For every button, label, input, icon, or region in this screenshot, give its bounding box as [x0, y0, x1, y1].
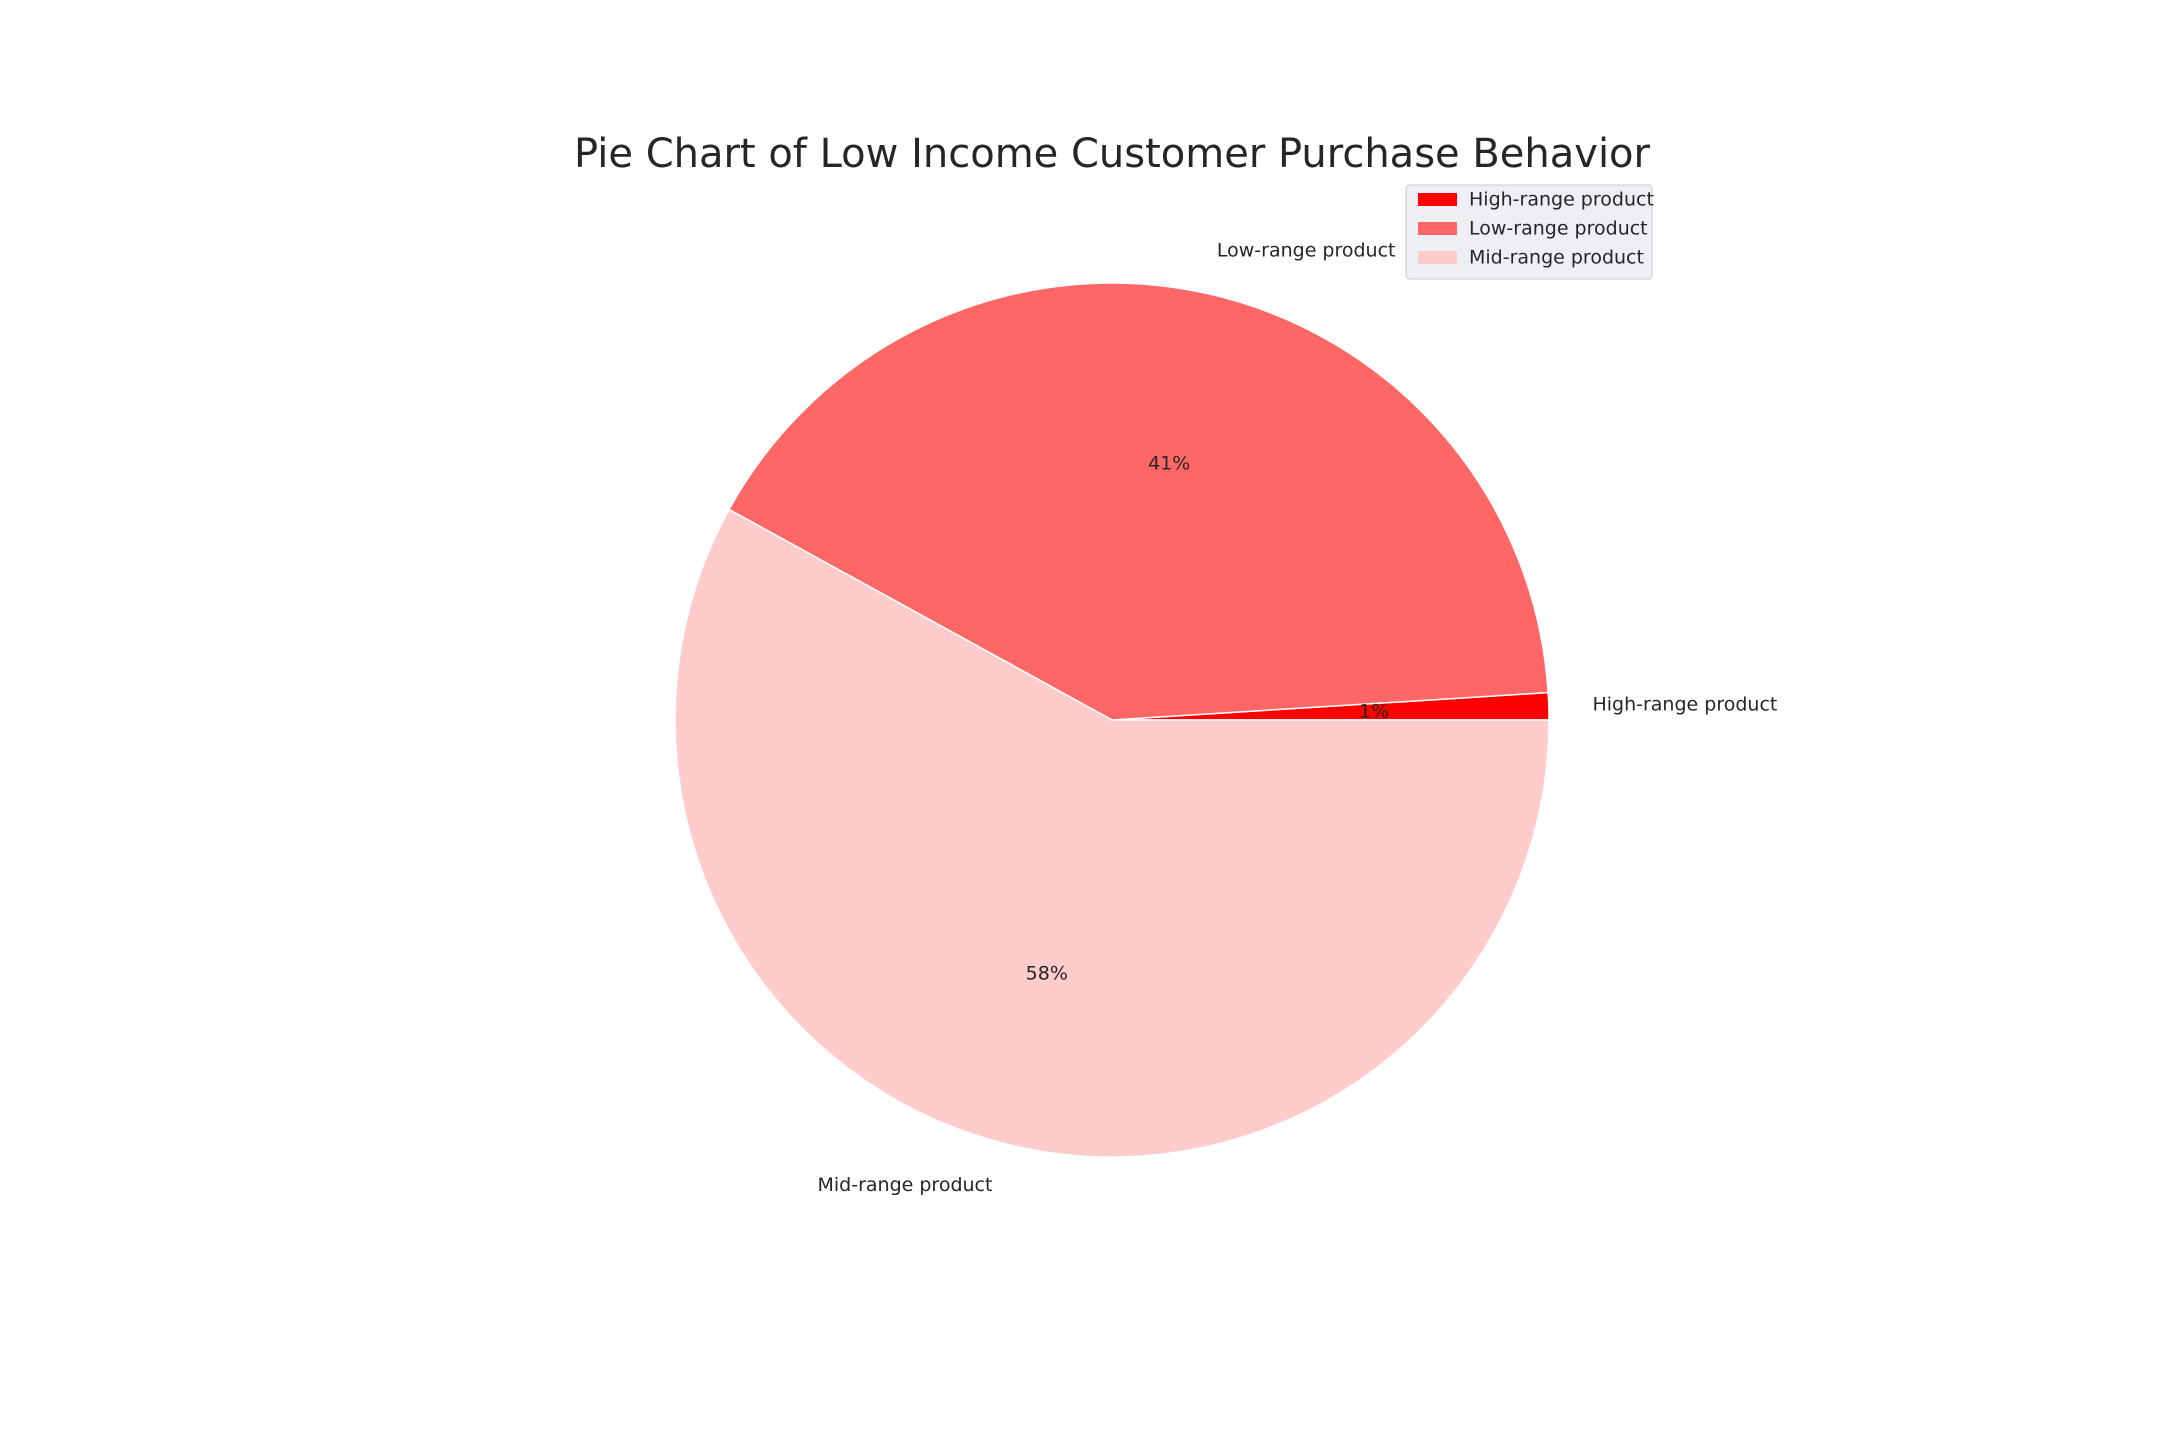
slice-label-low-range-product: Low-range product	[1217, 239, 1396, 261]
legend-entries: High-range product Low-range product Mid-r…	[1418, 189, 1654, 269]
percent-labels: 1% 41% 58%	[1026, 453, 1389, 985]
legend-frame	[1405, 184, 1653, 280]
percent-label-low-range-product: 41%	[1148, 453, 1190, 475]
slice-labels: High-range product Low-range product Mid-r…	[818, 239, 1778, 1196]
pie-slice-low-range-product	[728, 282, 1549, 721]
slice-label-high-range-product: High-range product	[1592, 693, 1777, 715]
chart-title: Pie Chart of Low Income Customer Purchas…	[574, 131, 1651, 177]
pie-slices	[674, 282, 1550, 1158]
legend-label-low-range-product: Low-range product	[1469, 218, 1648, 240]
legend-swatch-low-range-product	[1418, 222, 1457, 235]
slice-label-mid-range-product: Mid-range product	[818, 1174, 993, 1196]
pie-slice-mid-range-product	[674, 508, 1550, 1158]
legend-swatch-high-range-product	[1418, 193, 1457, 206]
legend: High-range product Low-range product Mid-r…	[1405, 184, 1654, 280]
percent-label-mid-range-product: 58%	[1026, 962, 1068, 984]
percent-label-high-range-product: 1%	[1359, 700, 1389, 722]
legend-swatch-mid-range-product	[1418, 251, 1457, 264]
legend-label-high-range-product: High-range product	[1469, 189, 1654, 211]
legend-label-mid-range-product: Mid-range product	[1469, 247, 1644, 269]
